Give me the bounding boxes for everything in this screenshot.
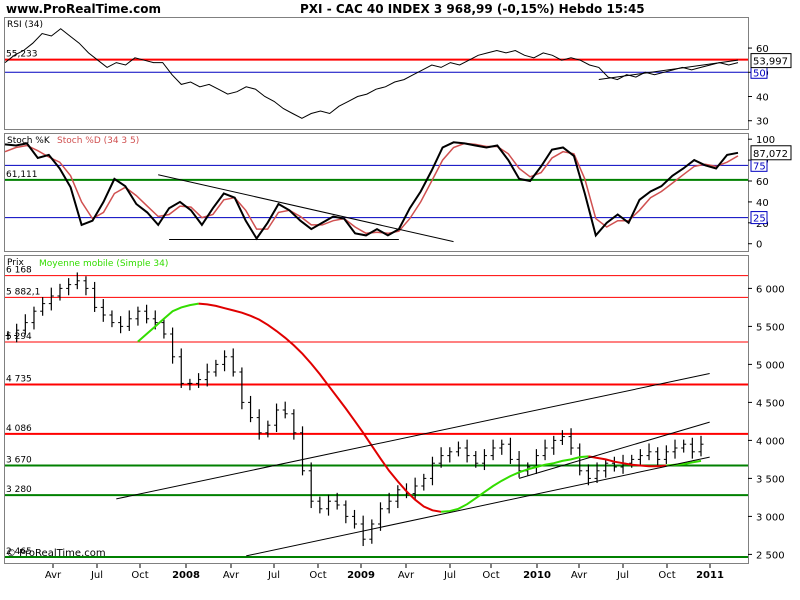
x-tick-label: Oct (309, 570, 326, 581)
y-tick-label: 5 500 (756, 322, 785, 333)
y-tick-label: 40 (756, 198, 769, 209)
x-tick-label: Avr (223, 570, 240, 581)
y-tick-label: 100 (756, 135, 775, 146)
rsi-last-value: 53,997 (753, 57, 788, 68)
x-tick-label: 2008 (172, 570, 200, 581)
x-tick-label: Jul (90, 570, 103, 581)
y-tick-label: 40 (756, 93, 769, 104)
rsi-line (4, 28, 739, 119)
level-tag (750, 211, 768, 225)
y-tick-label: 60 (756, 44, 769, 55)
rsi-title: RSI (34) (7, 20, 43, 30)
price-panel-frame (4, 255, 749, 564)
y-tick-label: 6 000 (756, 284, 785, 295)
stoch-last-value-box (750, 145, 792, 161)
stoch-panel-frame (4, 133, 749, 252)
channel-line-3 (518, 421, 710, 479)
ma-segment-green-1 (137, 302, 199, 343)
level-label: 3 280 (6, 485, 32, 495)
price-panel: 2 500 3 000 3 500 4 000 4 500 5 000 5 500 6 000… (5, 266, 785, 561)
chart-title: PXI - CAC 40 INDEX 3 968,99 (-0,15%) Heb… (300, 2, 645, 16)
y-tick-label: 4 000 (756, 436, 785, 447)
y-tick-label: 0 (756, 240, 762, 251)
x-tick-label: Oct (131, 570, 148, 581)
level-tag-label: 25 (753, 214, 766, 225)
x-tick-label: 2010 (523, 570, 551, 581)
footer-copyright: © ProRealTime.com (6, 548, 106, 559)
x-tick-label: 2009 (347, 570, 375, 581)
x-tick-label: Avr (571, 570, 588, 581)
level-label: 4 086 (6, 424, 32, 434)
x-tick-label: Oct (658, 570, 675, 581)
x-tick-label: 2011 (696, 570, 724, 581)
level-label: 5 882,1 (6, 287, 40, 297)
y-tick-label: 3 500 (756, 474, 785, 485)
y-tick-label: 2 500 (756, 550, 785, 561)
channel-line-2 (246, 456, 710, 557)
y-tick-label: 30 (756, 117, 769, 128)
x-axis: Avr Jul Oct 2008 Avr Jul Oct 2009 Avr Jul Oct 2010 A… (45, 564, 724, 581)
x-tick-label: Avr (45, 570, 62, 581)
y-tick-label: 3 000 (756, 512, 785, 523)
rsi-panel-frame (4, 17, 749, 130)
level-label: 55,233 (6, 50, 38, 60)
level-label: 61,111 (6, 170, 38, 180)
level-label: 5 294 (6, 332, 32, 342)
stoch-d-line (4, 142, 739, 235)
y-tick-label: 5 000 (756, 360, 785, 371)
ma-segment-green-2 (441, 455, 589, 513)
stoch-title-d: Stoch %D (34 3 5) (57, 136, 139, 146)
x-tick-label: Jul (443, 570, 456, 581)
ma-segment-red-2 (588, 455, 667, 468)
level-tag-label: 50 (753, 68, 766, 79)
x-tick-label: Jul (616, 570, 629, 581)
rsi-trendline (598, 59, 739, 81)
y-tick-label: 20 (756, 219, 769, 230)
y-tick-label: 4 500 (756, 398, 785, 409)
ma-segment-red-1 (198, 302, 442, 513)
level-label: 3 670 (6, 455, 32, 465)
x-tick-label: Jul (267, 570, 280, 581)
stoch-last-value: 87,072 (753, 149, 788, 160)
ma-legend: Moyenne mobile (Simple 34) (39, 259, 168, 269)
y-tick-label: 60 (756, 177, 769, 188)
site-url[interactable]: www.ProRealTime.com (6, 2, 161, 16)
level-tag-label: 75 (753, 161, 766, 172)
channel-line-1 (116, 373, 710, 500)
stoch-trendline (158, 174, 454, 243)
price-title: Prix (7, 258, 24, 268)
x-tick-label: Avr (398, 570, 415, 581)
level-label: 4 735 (6, 375, 32, 385)
rsi-last-value-box (750, 53, 792, 69)
stoch-k-line (4, 141, 739, 241)
x-tick-label: Oct (482, 570, 499, 581)
level-label: 6 168 (6, 266, 32, 276)
stoch-title-k: Stoch %K (7, 136, 51, 146)
level-label: 2 465 (6, 547, 32, 557)
